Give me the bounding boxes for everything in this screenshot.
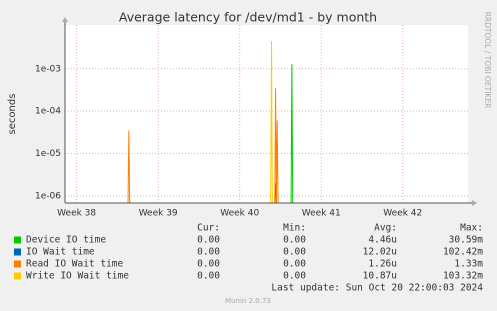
series-line bbox=[290, 63, 294, 203]
legend-label: Device IO time bbox=[26, 235, 106, 246]
legend-header: Max: bbox=[460, 223, 483, 234]
legend-stat: 0.00 bbox=[197, 235, 220, 246]
chart-title: Average latency for /dev/md1 - by month bbox=[119, 10, 377, 25]
legend-stat: 0.00 bbox=[283, 235, 306, 246]
legend-stat: 10.87u bbox=[363, 271, 397, 282]
legend-stat: 1.26u bbox=[368, 259, 397, 270]
legend-stat: 0.00 bbox=[283, 271, 306, 282]
plot-area bbox=[65, 25, 468, 203]
legend-stat: 103.32m bbox=[443, 271, 483, 282]
legend-label: IO Wait time bbox=[26, 247, 95, 258]
legend-stat: 102.42m bbox=[443, 247, 483, 258]
series-group bbox=[127, 41, 294, 203]
y-tick-label: 1e-03 bbox=[35, 64, 61, 74]
y-tick-label: 1e-05 bbox=[35, 149, 61, 159]
legend-stat: 0.00 bbox=[283, 247, 306, 258]
legend-stat: 4.46u bbox=[368, 235, 397, 246]
last-update: Last update: Sun Oct 20 22:00:03 2024 bbox=[271, 283, 483, 294]
legend-stat: 0.00 bbox=[197, 259, 220, 270]
side-text: RRDTOOL / TOBI OETIKER bbox=[483, 12, 492, 109]
legend-header: Min: bbox=[283, 223, 306, 234]
legend-swatch bbox=[14, 248, 21, 256]
x-tick-label: Week 41 bbox=[302, 209, 341, 219]
legend-label: Read IO Wait time bbox=[26, 259, 124, 270]
y-tick-label: 1e-06 bbox=[35, 191, 61, 201]
legend-swatch bbox=[14, 236, 21, 244]
y-axis-label: seconds bbox=[7, 94, 18, 135]
x-tick-label: Week 40 bbox=[220, 209, 259, 219]
legend-swatch bbox=[14, 260, 21, 268]
legend-stat: 0.00 bbox=[197, 271, 220, 282]
series-line bbox=[270, 41, 273, 203]
legend-swatch bbox=[14, 272, 21, 280]
legend-stat: 1.33m bbox=[454, 259, 483, 270]
legend-stat: 0.00 bbox=[283, 259, 306, 270]
legend-header: Avg: bbox=[374, 223, 397, 234]
x-tick-label: Week 42 bbox=[383, 209, 422, 219]
x-tick-label: Week 39 bbox=[139, 209, 178, 219]
legend-label: Write IO Wait time bbox=[26, 271, 129, 282]
legend-stat: 30.59m bbox=[449, 235, 484, 246]
y-tick-label: 1e-04 bbox=[35, 107, 61, 117]
legend-stat: 12.02u bbox=[363, 247, 397, 258]
footer: Munin 2.0.73 bbox=[225, 297, 271, 305]
legend-header: Cur: bbox=[197, 223, 220, 234]
x-tick-label: Week 38 bbox=[57, 209, 96, 219]
legend-stat: 0.00 bbox=[197, 247, 220, 258]
